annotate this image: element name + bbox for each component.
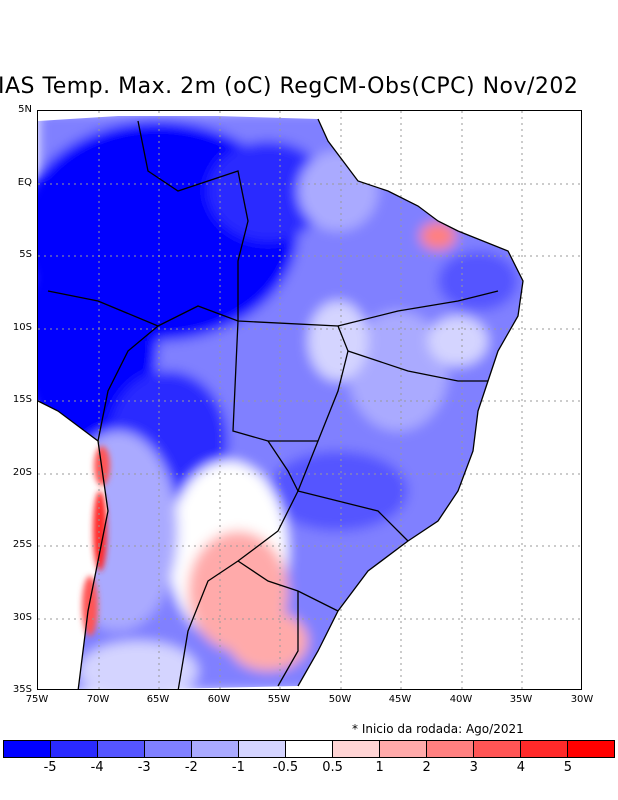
colorbar-tick-label: -2 bbox=[184, 760, 198, 775]
colorbar-tick-label: -3 bbox=[137, 760, 151, 775]
lat-label: 5N bbox=[18, 104, 32, 115]
lat-label: 15S bbox=[12, 394, 32, 405]
colorbar-tick-label: 0.5 bbox=[322, 760, 343, 775]
colorbar-swatch bbox=[145, 741, 192, 757]
lon-label: 40W bbox=[449, 694, 473, 705]
lat-label: 30S bbox=[12, 612, 32, 623]
colorbar-tick-label: 4 bbox=[516, 760, 525, 775]
colorbar-tick-label: -0.5 bbox=[272, 760, 299, 775]
lat-label: 10S bbox=[12, 322, 32, 333]
lon-label: 60W bbox=[207, 694, 231, 705]
lon-label: 65W bbox=[146, 694, 170, 705]
lon-label: 30W bbox=[570, 694, 594, 705]
colorbar-swatch bbox=[380, 741, 427, 757]
colorbar-tick-label: 2 bbox=[422, 760, 431, 775]
colorbar-swatch bbox=[568, 741, 614, 757]
map-title: IAS Temp. Max. 2m (oC) RegCM-Obs(CPC) No… bbox=[0, 74, 579, 99]
lat-label: EQ bbox=[17, 177, 32, 188]
colorbar-tick-label: -4 bbox=[90, 760, 104, 775]
colorbar-swatch bbox=[192, 741, 239, 757]
colorbar-tick-label: -1 bbox=[231, 760, 245, 775]
colorbar-tick-label: 3 bbox=[469, 760, 478, 775]
colorbar bbox=[3, 740, 615, 758]
colorbar-tick-label: 1 bbox=[375, 760, 384, 775]
lon-label: 35W bbox=[509, 694, 533, 705]
colorbar-swatch bbox=[474, 741, 521, 757]
borders bbox=[38, 118, 524, 689]
colorbar-tick-label: 5 bbox=[563, 760, 573, 775]
coastal-anomaly-band bbox=[82, 446, 110, 636]
run-start-note: * Inicio da rodada: Ago/2021 bbox=[352, 722, 524, 736]
anomaly-map bbox=[38, 111, 581, 689]
lat-label: 25S bbox=[12, 539, 32, 550]
lon-label: 70W bbox=[86, 694, 110, 705]
colorbar-tick-label: -5 bbox=[43, 760, 57, 775]
lat-label: 5S bbox=[19, 249, 32, 260]
colorbar-swatch bbox=[333, 741, 380, 757]
map-plot-area bbox=[37, 110, 582, 690]
graticule bbox=[38, 111, 581, 689]
colorbar-swatch bbox=[4, 741, 51, 757]
lat-label: 20S bbox=[12, 467, 32, 478]
lat-label: 35S bbox=[12, 684, 32, 695]
colorbar-swatch bbox=[427, 741, 474, 757]
colorbar-swatch bbox=[51, 741, 98, 757]
lon-label: 75W bbox=[25, 694, 49, 705]
lon-label: 55W bbox=[267, 694, 291, 705]
lon-label: 50W bbox=[328, 694, 352, 705]
colorbar-swatch bbox=[239, 741, 286, 757]
lon-label: 45W bbox=[388, 694, 412, 705]
colorbar-swatch bbox=[286, 741, 333, 757]
colorbar-swatch bbox=[521, 741, 568, 757]
colorbar-swatch bbox=[98, 741, 145, 757]
